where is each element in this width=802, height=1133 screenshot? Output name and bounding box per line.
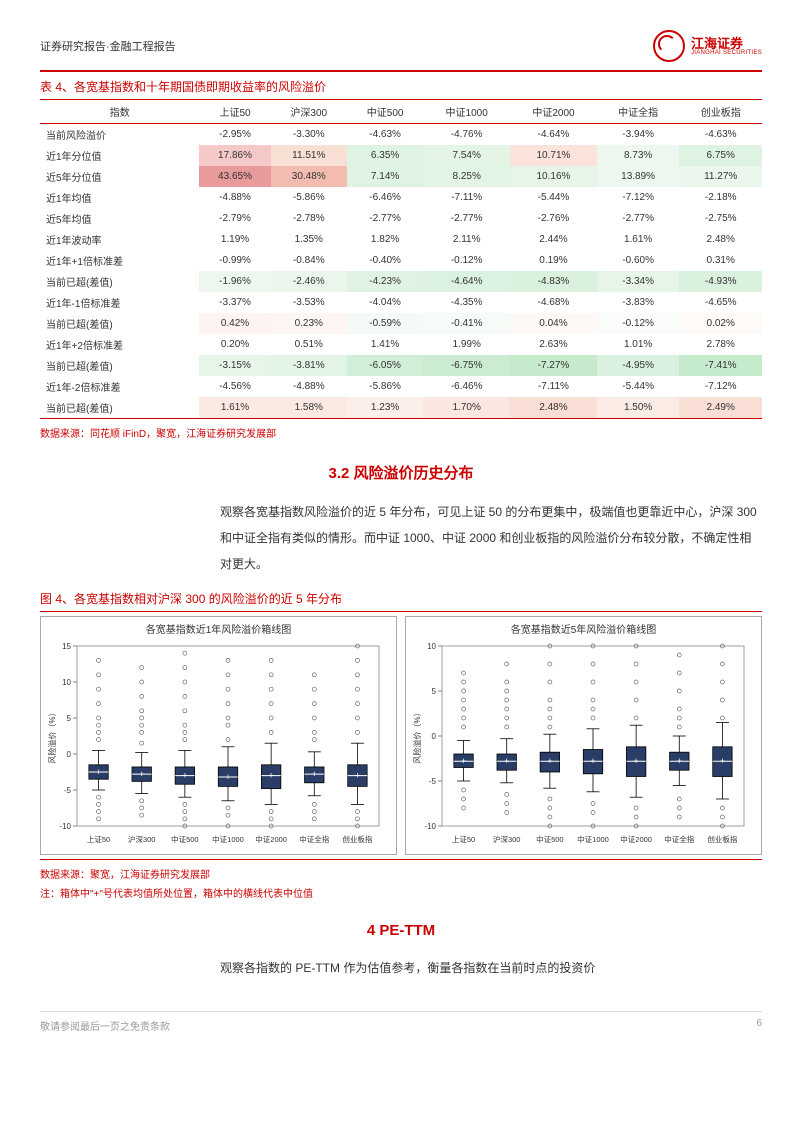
boxplot-5yr: 各宽基指数近5年风险溢价箱线图 -10 -5 0 5 10 风险溢价（%） + 上证50 + 沪深… [405,616,762,855]
page-footer: 敬请参阅最后一页之免责条款 6 [40,1011,762,1033]
fig4-note: 注：箱体中"+"号代表均值所处位置，箱体中的横线代表中位值 [40,885,762,900]
svg-text:+: + [677,756,682,766]
page-header: 证券研究报告·金融工程报告 江海证券 JIANGHAI SECURITIES [40,30,762,62]
svg-text:创业板指: 创业板指 [342,834,372,844]
logo-icon [653,30,685,62]
footer-left: 敬请参阅最后一页之免责条款 [40,1018,170,1033]
table4-source: 数据来源：同花顺 iFinD，聚宽，江海证券研究发展部 [40,425,762,440]
header-divider [40,70,762,72]
svg-text:上证50: 上证50 [452,835,475,844]
svg-text:0: 0 [432,732,437,741]
svg-text:+: + [720,756,725,766]
svg-text:中证全指: 中证全指 [664,834,694,844]
svg-text:0: 0 [67,750,72,759]
svg-text:+: + [504,756,509,766]
boxplot-svg-left: -10 -5 0 5 10 15 风险溢价（%） + 上证50 + 沪深300 + 中证500 + 中证10… [45,640,385,850]
svg-text:风险溢价（%）: 风险溢价（%） [412,708,422,763]
logo: 江海证券 JIANGHAI SECURITIES [653,30,762,62]
svg-text:+: + [182,770,187,780]
svg-text:中证2000: 中证2000 [255,834,287,844]
svg-text:沪深300: 沪深300 [128,834,156,844]
svg-text:-10: -10 [424,822,436,831]
chart-left-title: 各宽基指数近1年风险溢价箱线图 [45,621,392,636]
svg-text:沪深300: 沪深300 [493,834,521,844]
svg-text:15: 15 [62,642,71,651]
svg-text:+: + [312,769,317,779]
footer-page-number: 6 [756,1018,762,1033]
svg-text:中证全指: 中证全指 [299,834,329,844]
svg-text:创业板指: 创业板指 [707,834,737,844]
svg-text:+: + [269,770,274,780]
section-3-2-para: 观察各宽基指数风险溢价的近 5 年分布，可见上证 50 的分布更集中，极端值也更… [220,499,762,578]
svg-text:中证2000: 中证2000 [620,834,652,844]
chart-right-title: 各宽基指数近5年风险溢价箱线图 [410,621,757,636]
svg-text:10: 10 [62,678,71,687]
svg-text:-10: -10 [59,822,71,831]
fig4-title: 图 4、各宽基指数相对沪深 300 的风险溢价的近 5 年分布 [40,590,762,607]
svg-text:5: 5 [432,687,437,696]
svg-text:中证500: 中证500 [171,834,199,844]
table4: 指数上证50沪深300中证500中证1000中证2000中证全指创业板指 当前风… [40,99,762,419]
header-left-text: 证券研究报告·金融工程报告 [40,38,176,54]
svg-text:+: + [634,756,639,766]
boxplot-svg-right: -10 -5 0 5 10 风险溢价（%） + 上证50 + 沪深300 + 中证500 + 中证1000… [410,640,750,850]
svg-text:+: + [590,756,595,766]
svg-text:风险溢价（%）: 风险溢价（%） [47,708,57,763]
boxplot-1yr: 各宽基指数近1年风险溢价箱线图 -10 -5 0 5 10 15 风险溢价（%） + 上证50 +… [40,616,397,855]
logo-en: JIANGHAI SECURITIES [691,50,762,56]
svg-text:+: + [355,770,360,780]
svg-text:+: + [225,772,230,782]
svg-text:-5: -5 [429,777,437,786]
fig4-source: 数据来源：聚宽，江海证券研究发展部 [40,866,762,881]
fig4-charts: 各宽基指数近1年风险溢价箱线图 -10 -5 0 5 10 15 风险溢价（%） + 上证50 +… [40,611,762,860]
svg-text:10: 10 [427,642,436,651]
svg-text:+: + [96,767,101,777]
svg-text:+: + [547,756,552,766]
svg-text:中证500: 中证500 [536,834,564,844]
svg-text:5: 5 [67,714,72,723]
section-3-2-title: 3.2 风险溢价历史分布 [40,462,762,483]
svg-text:+: + [139,769,144,779]
table4-title: 表 4、各宽基指数和十年期国债即期收益率的风险溢价 [40,78,762,95]
svg-text:+: + [461,756,466,766]
svg-text:中证1000: 中证1000 [577,834,609,844]
section-4-title: 4 PE-TTM [40,922,762,939]
svg-text:中证1000: 中证1000 [212,834,244,844]
svg-text:上证50: 上证50 [87,835,110,844]
section-4-para: 观察各指数的 PE-TTM 作为估值参考，衡量各指数在当前时点的投资价 [220,955,762,981]
svg-text:-5: -5 [64,786,72,795]
logo-cn: 江海证券 [691,37,762,50]
